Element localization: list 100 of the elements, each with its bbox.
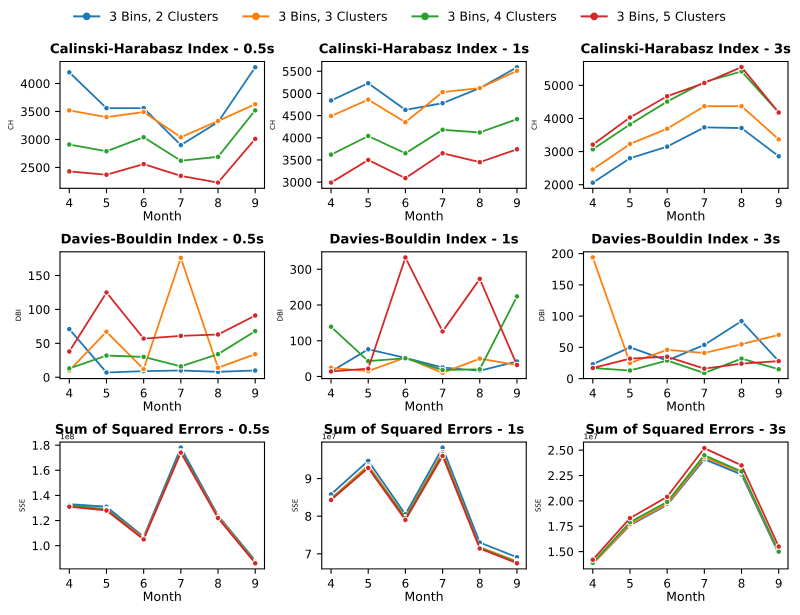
y-tick-label: 1.2 xyxy=(32,516,50,526)
point xyxy=(252,350,258,358)
x-axis-title: Month xyxy=(144,591,181,602)
point xyxy=(364,132,372,140)
x-tick-label: 5 xyxy=(365,578,371,588)
point xyxy=(738,64,745,70)
y-tick-label: 200 xyxy=(552,249,573,258)
point xyxy=(328,324,334,330)
point xyxy=(178,332,184,340)
x-tick-label: 8 xyxy=(738,578,744,588)
x-tick-label: 8 xyxy=(215,198,221,208)
x-tick-label: 9 xyxy=(252,388,258,398)
point xyxy=(738,462,745,469)
x-tick-label: 9 xyxy=(514,578,520,588)
chart-title: Davies-Bouldin Index - 3s xyxy=(592,233,780,244)
point xyxy=(214,364,222,372)
x-tick-label: 7 xyxy=(178,388,184,398)
point xyxy=(439,100,446,106)
x-tick-label: 7 xyxy=(702,578,708,588)
point xyxy=(439,366,446,374)
point xyxy=(178,363,184,370)
x-axis-title: Month xyxy=(667,591,704,602)
point xyxy=(103,352,110,359)
y-tick-label: 2000 xyxy=(544,180,573,190)
x-tick-label: 5 xyxy=(627,388,633,398)
point xyxy=(402,150,409,157)
point xyxy=(439,126,446,134)
x-tick-label: 8 xyxy=(476,388,483,398)
y-tick-label: 3000 xyxy=(544,147,573,156)
point xyxy=(626,355,634,362)
point xyxy=(178,254,184,262)
point xyxy=(328,97,334,104)
point xyxy=(514,293,520,300)
y-tick-label: 100 xyxy=(290,336,312,346)
point xyxy=(775,332,782,338)
point xyxy=(476,158,484,166)
y-tick-label: 0 xyxy=(44,372,50,382)
point xyxy=(364,346,372,353)
x-axis-title: Month xyxy=(667,401,704,411)
point xyxy=(738,124,745,132)
x-tick-label: 8 xyxy=(476,578,483,588)
point xyxy=(252,328,258,334)
y-tick-label: 1.75 xyxy=(548,522,573,531)
point xyxy=(701,350,708,356)
y-tick-label: 0 xyxy=(567,374,573,384)
point xyxy=(140,160,147,168)
y-tick-label: 2.50 xyxy=(548,446,573,455)
y-tick-label: 2.25 xyxy=(548,471,573,480)
point xyxy=(252,107,258,114)
x-axis-title: Month xyxy=(144,401,181,411)
y-tick-label: 1.6 xyxy=(32,466,50,475)
point xyxy=(364,156,372,164)
point xyxy=(664,143,670,150)
y-tick-label: 3500 xyxy=(21,107,50,116)
point xyxy=(364,365,372,372)
x-tick-label: 4 xyxy=(328,578,334,588)
y-tick-label: 1.50 xyxy=(548,547,573,556)
point xyxy=(402,174,409,182)
x-tick-label: 4 xyxy=(66,388,72,398)
x-axis-title: Month xyxy=(144,210,181,221)
x-tick-label: 5 xyxy=(104,388,110,398)
x-tick-label: 4 xyxy=(328,198,334,208)
y-tick-label: 4500 xyxy=(282,111,312,120)
x-tick-label: 6 xyxy=(664,388,670,398)
point xyxy=(514,68,520,74)
y-tick-label: 8 xyxy=(305,512,312,521)
x-axis-title: Month xyxy=(667,210,704,221)
point xyxy=(178,142,184,148)
y-tick-label: 9 xyxy=(305,474,312,484)
y-tick-label: 0 xyxy=(305,372,312,382)
point xyxy=(701,444,708,452)
point xyxy=(664,494,670,500)
point xyxy=(590,254,596,261)
point xyxy=(738,318,745,324)
x-tick-label: 6 xyxy=(402,578,408,588)
x-tick-label: 7 xyxy=(440,578,446,588)
point xyxy=(701,342,708,348)
x-axis-title: Month xyxy=(406,210,443,221)
x-tick-label: 4 xyxy=(66,578,72,588)
y-tick-label: 2.00 xyxy=(548,496,573,506)
point xyxy=(514,116,520,122)
legend-label: 3 Bins, 5 Clusters xyxy=(618,11,726,22)
point xyxy=(775,136,782,143)
chart-title: Calinski-Harabasz Index - 1s xyxy=(319,43,529,54)
y-tick-label: 4000 xyxy=(544,114,573,124)
point xyxy=(103,369,110,376)
point xyxy=(103,289,110,296)
chart-title: Calinski-Harabasz Index - 3s xyxy=(581,43,790,54)
y-tick-label: 3000 xyxy=(282,178,312,187)
y-tick-label: 7 xyxy=(305,550,312,558)
point xyxy=(103,328,110,336)
y-tick-label: 5000 xyxy=(544,81,573,90)
point xyxy=(775,543,782,550)
x-tick-label: 4 xyxy=(328,388,334,398)
chart-title: Davies-Bouldin Index - 0.5s xyxy=(62,233,264,244)
y-tick-label: 4000 xyxy=(20,79,50,88)
point xyxy=(439,150,446,157)
point xyxy=(252,367,258,374)
x-tick-label: 6 xyxy=(140,388,147,398)
x-tick-label: 7 xyxy=(178,198,184,208)
